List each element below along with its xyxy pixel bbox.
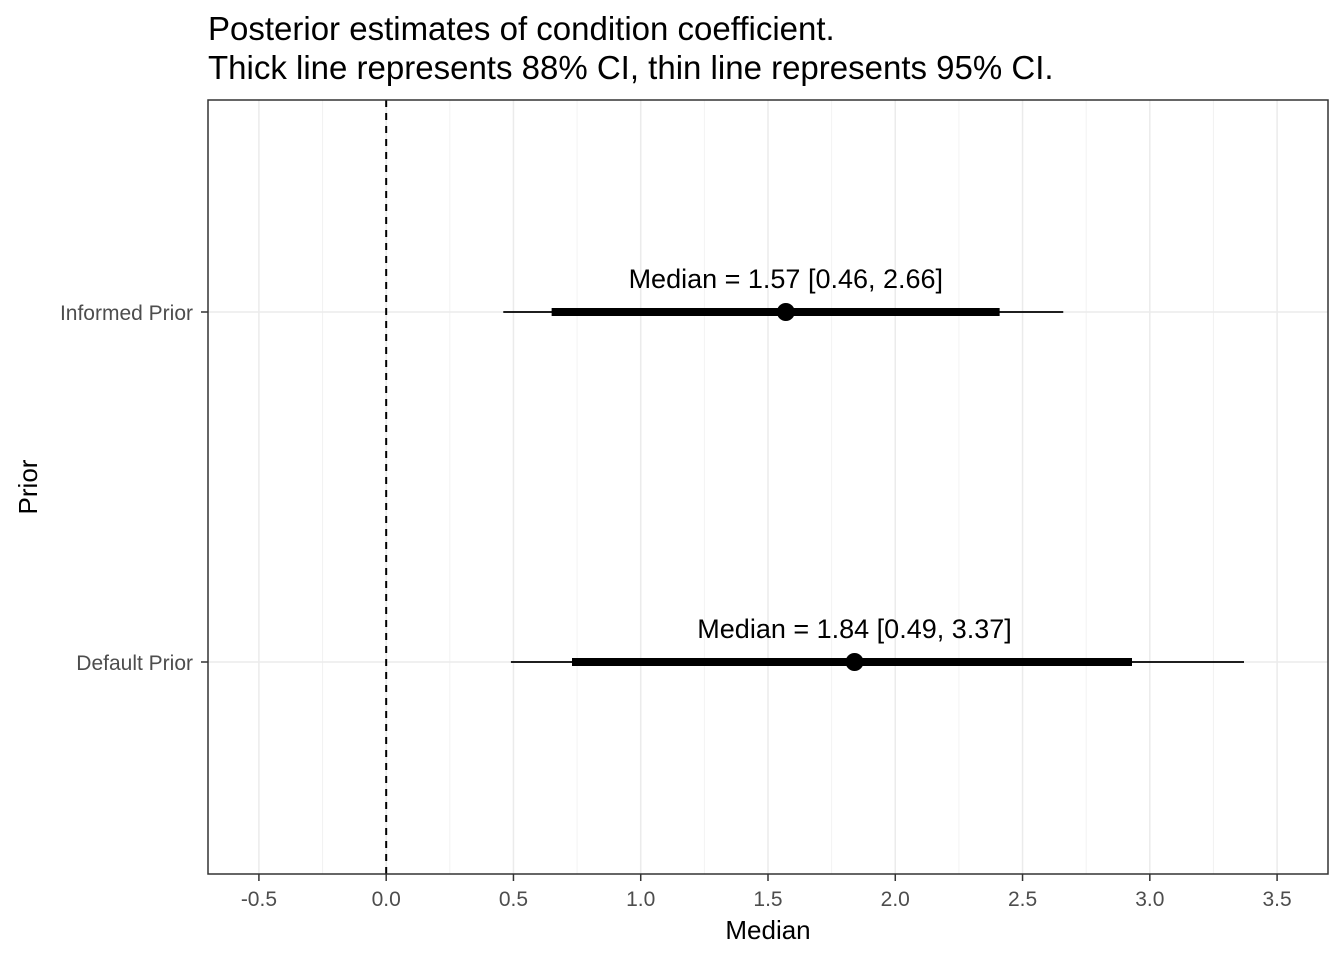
x-axis-title: Median: [725, 915, 810, 945]
x-tick-label: 1.0: [626, 888, 655, 911]
chart-title: Posterior estimates of condition coeffic…: [208, 10, 1054, 86]
chart-title-line-1: Posterior estimates of condition coeffic…: [208, 10, 835, 47]
x-tick-label: 2.0: [881, 888, 910, 911]
median-annotation: Median = 1.84 [0.49, 3.37]: [697, 614, 1011, 644]
median-point: [776, 303, 795, 321]
median-annotation: Median = 1.57 [0.46, 2.66]: [629, 264, 943, 294]
median-point: [845, 653, 864, 671]
x-tick-label: 3.5: [1262, 888, 1291, 911]
x-tick-label: 1.5: [753, 888, 782, 911]
y-axis-title: Prior: [13, 459, 43, 514]
y-tick-label: Default Prior: [76, 652, 193, 675]
x-tick-label: 0.5: [499, 888, 528, 911]
x-tick-label: 0.0: [372, 888, 401, 911]
x-axis: -0.5 0.0 0.5 1.0 1.5 2.0 2.5 3.0 3.5: [241, 874, 1292, 911]
y-axis: Informed Prior Default Prior: [60, 302, 208, 675]
x-tick-label: -0.5: [241, 888, 277, 911]
y-tick-label: Informed Prior: [60, 302, 193, 325]
x-tick-label: 3.0: [1135, 888, 1164, 911]
chart-title-line-2: Thick line represents 88% CI, thin line …: [208, 49, 1054, 86]
x-tick-label: 2.5: [1008, 888, 1037, 911]
interval-marks: Median = 1.57 [0.46, 2.66] Median = 1.84 …: [503, 264, 1244, 671]
